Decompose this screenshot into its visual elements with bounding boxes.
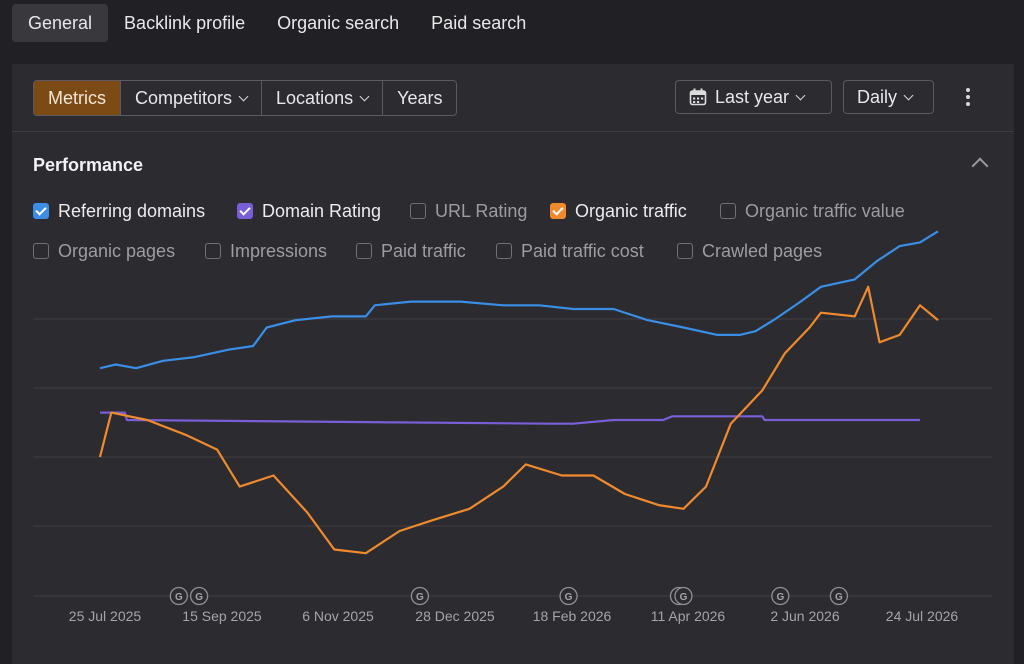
performance-title: Performance bbox=[33, 155, 144, 175]
metric-toggle-impressions[interactable]: Impressions bbox=[205, 239, 327, 263]
checkbox-unchecked-icon[interactable] bbox=[677, 243, 693, 259]
series-line-domain-rating[interactable] bbox=[100, 411, 920, 425]
segment-metrics[interactable]: Metrics bbox=[34, 81, 120, 115]
x-tick-label: 28 Dec 2025 bbox=[415, 608, 495, 624]
metric-toggle-organic-traffic[interactable]: Organic traffic bbox=[550, 199, 687, 223]
checkbox-checked-icon[interactable] bbox=[33, 203, 49, 219]
metric-toggle-organic-traffic-value[interactable]: Organic traffic value bbox=[720, 199, 905, 223]
segment-locations[interactable]: Locations bbox=[261, 81, 382, 115]
google-update-icon[interactable]: G bbox=[410, 586, 430, 606]
svg-text:G: G bbox=[175, 592, 183, 603]
metric-label: Referring domains bbox=[58, 200, 206, 221]
chart-toolbar: Metrics Competitors Locations Years Last… bbox=[12, 64, 1014, 132]
metric-label: Organic traffic bbox=[575, 200, 687, 221]
metric-label: Paid traffic bbox=[381, 240, 466, 261]
svg-text:G: G bbox=[680, 592, 688, 603]
chart-series bbox=[98, 230, 939, 555]
view-segment-control: Metrics Competitors Locations Years bbox=[33, 80, 458, 116]
segment-competitors[interactable]: Competitors bbox=[120, 81, 261, 115]
google-update-icon[interactable]: G bbox=[829, 586, 849, 606]
svg-text:G: G bbox=[565, 592, 573, 603]
x-tick-label: 11 Apr 2026 bbox=[651, 608, 726, 624]
checkbox-unchecked-icon[interactable] bbox=[33, 243, 49, 259]
segment-years[interactable]: Years bbox=[382, 81, 456, 115]
x-tick-label: 18 Feb 2026 bbox=[533, 608, 612, 624]
tab-paid-search[interactable]: Paid search bbox=[431, 13, 527, 33]
x-tick-label: 6 Nov 2025 bbox=[302, 608, 374, 624]
metric-toggle-crawled-pages[interactable]: Crawled pages bbox=[677, 239, 822, 263]
checkbox-unchecked-icon[interactable] bbox=[356, 243, 372, 259]
calendar-icon bbox=[689, 88, 707, 106]
x-tick-label: 24 Jul 2026 bbox=[886, 608, 959, 624]
chart-grid bbox=[33, 318, 992, 597]
metric-toggle-paid-traffic[interactable]: Paid traffic bbox=[356, 239, 466, 263]
segment-metrics-label: Metrics bbox=[48, 88, 106, 108]
svg-text:G: G bbox=[195, 592, 203, 603]
google-update-icon[interactable]: G bbox=[771, 586, 790, 606]
metric-label: Paid traffic cost bbox=[521, 240, 644, 261]
metric-label: URL Rating bbox=[435, 200, 528, 221]
tab-organic-search[interactable]: Organic search bbox=[277, 13, 400, 33]
period-label: Last year bbox=[715, 86, 790, 107]
metric-label: Organic traffic value bbox=[745, 200, 905, 221]
more-options-icon[interactable] bbox=[962, 86, 974, 110]
metric-toggle-domain-rating[interactable]: Domain Rating bbox=[237, 199, 381, 223]
x-tick-label: 15 Sep 2025 bbox=[182, 608, 262, 624]
google-update-icon[interactable]: G bbox=[189, 586, 209, 606]
checkbox-unchecked-icon[interactable] bbox=[720, 203, 736, 219]
metric-toggle-referring-domains[interactable]: Referring domains bbox=[33, 199, 205, 223]
x-axis-ticks: 25 Jul 2025 15 Sep 2025 6 Nov 2025 28 Dec 2… bbox=[69, 608, 959, 624]
svg-text:G: G bbox=[416, 592, 424, 603]
checkbox-checked-icon[interactable] bbox=[550, 203, 566, 219]
metric-toggle-paid-traffic-cost[interactable]: Paid traffic cost bbox=[496, 239, 644, 263]
top-navigation: General Backlink profile Organic search … bbox=[12, 4, 542, 42]
google-update-icon[interactable]: G bbox=[559, 586, 578, 606]
metric-label: Domain Rating bbox=[262, 200, 382, 221]
segment-competitors-label: Competitors bbox=[135, 88, 233, 108]
metric-toggle-url-rating[interactable]: URL Rating bbox=[410, 199, 527, 223]
overview-panel: Metrics Competitors Locations Years Last… bbox=[12, 64, 1014, 664]
segment-locations-label: Locations bbox=[276, 88, 354, 108]
series-line-referring-domains[interactable] bbox=[99, 230, 939, 370]
granularity-dropdown[interactable]: Daily bbox=[843, 80, 934, 114]
period-dropdown[interactable]: Last year bbox=[675, 80, 832, 114]
granularity-label: Daily bbox=[857, 86, 898, 107]
checkbox-unchecked-icon[interactable] bbox=[205, 243, 221, 259]
google-update-icon[interactable]: G bbox=[674, 586, 693, 606]
google-update-icon[interactable]: G bbox=[169, 586, 188, 606]
metric-label: Organic pages bbox=[58, 240, 176, 261]
tab-backlink-profile[interactable]: Backlink profile bbox=[124, 13, 246, 33]
svg-text:G: G bbox=[776, 592, 784, 603]
metric-label: Impressions bbox=[230, 240, 328, 261]
x-tick-label: 2 Jun 2026 bbox=[770, 608, 839, 624]
x-tick-label: 25 Jul 2025 bbox=[69, 608, 142, 624]
google-update-markers: GGGGGGGG bbox=[169, 586, 849, 606]
segment-years-label: Years bbox=[397, 88, 443, 108]
series-line-organic-traffic[interactable] bbox=[98, 285, 939, 555]
checkbox-unchecked-icon[interactable] bbox=[496, 243, 512, 259]
svg-text:G: G bbox=[835, 592, 843, 603]
tab-general[interactable]: General bbox=[12, 4, 109, 42]
checkbox-unchecked-icon[interactable] bbox=[410, 203, 426, 219]
metric-label: Crawled pages bbox=[702, 240, 823, 261]
metric-toggle-organic-pages[interactable]: Organic pages bbox=[33, 239, 175, 263]
checkbox-checked-icon[interactable] bbox=[237, 203, 253, 219]
